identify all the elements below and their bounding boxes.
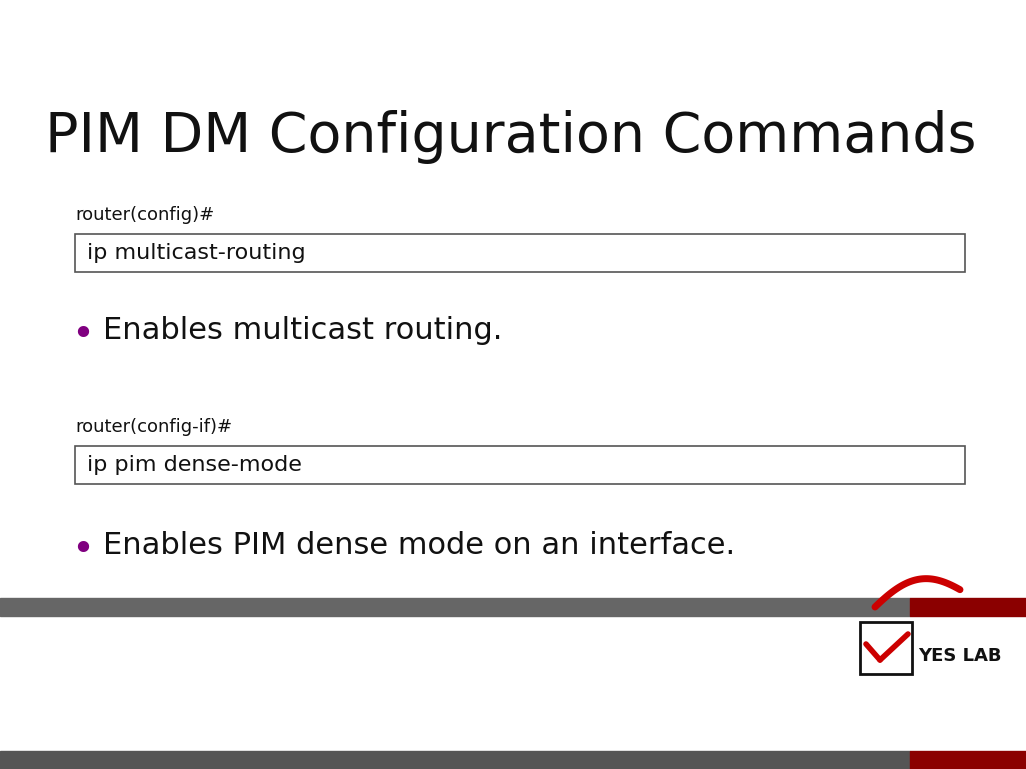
Text: ip pim dense-mode: ip pim dense-mode	[87, 455, 302, 475]
Text: router(config)#: router(config)#	[75, 206, 214, 224]
Text: YES LAB: YES LAB	[918, 647, 1001, 665]
Text: •: •	[72, 316, 94, 354]
Bar	[0, 751, 910, 769]
Bar	[0, 598, 910, 616]
Text: PIM DM Configuration Commands: PIM DM Configuration Commands	[45, 110, 977, 164]
Text: ip multicast-routing: ip multicast-routing	[87, 243, 306, 263]
Text: •: •	[72, 531, 94, 569]
Bar	[910, 751, 1026, 769]
Bar	[910, 598, 1026, 616]
Text: Enables PIM dense mode on an interface.: Enables PIM dense mode on an interface.	[103, 531, 735, 560]
FancyBboxPatch shape	[75, 234, 965, 272]
Text: router(config-if)#: router(config-if)#	[75, 418, 232, 436]
Bar	[860, 622, 912, 674]
Text: Enables multicast routing.: Enables multicast routing.	[103, 316, 503, 345]
FancyBboxPatch shape	[75, 446, 965, 484]
